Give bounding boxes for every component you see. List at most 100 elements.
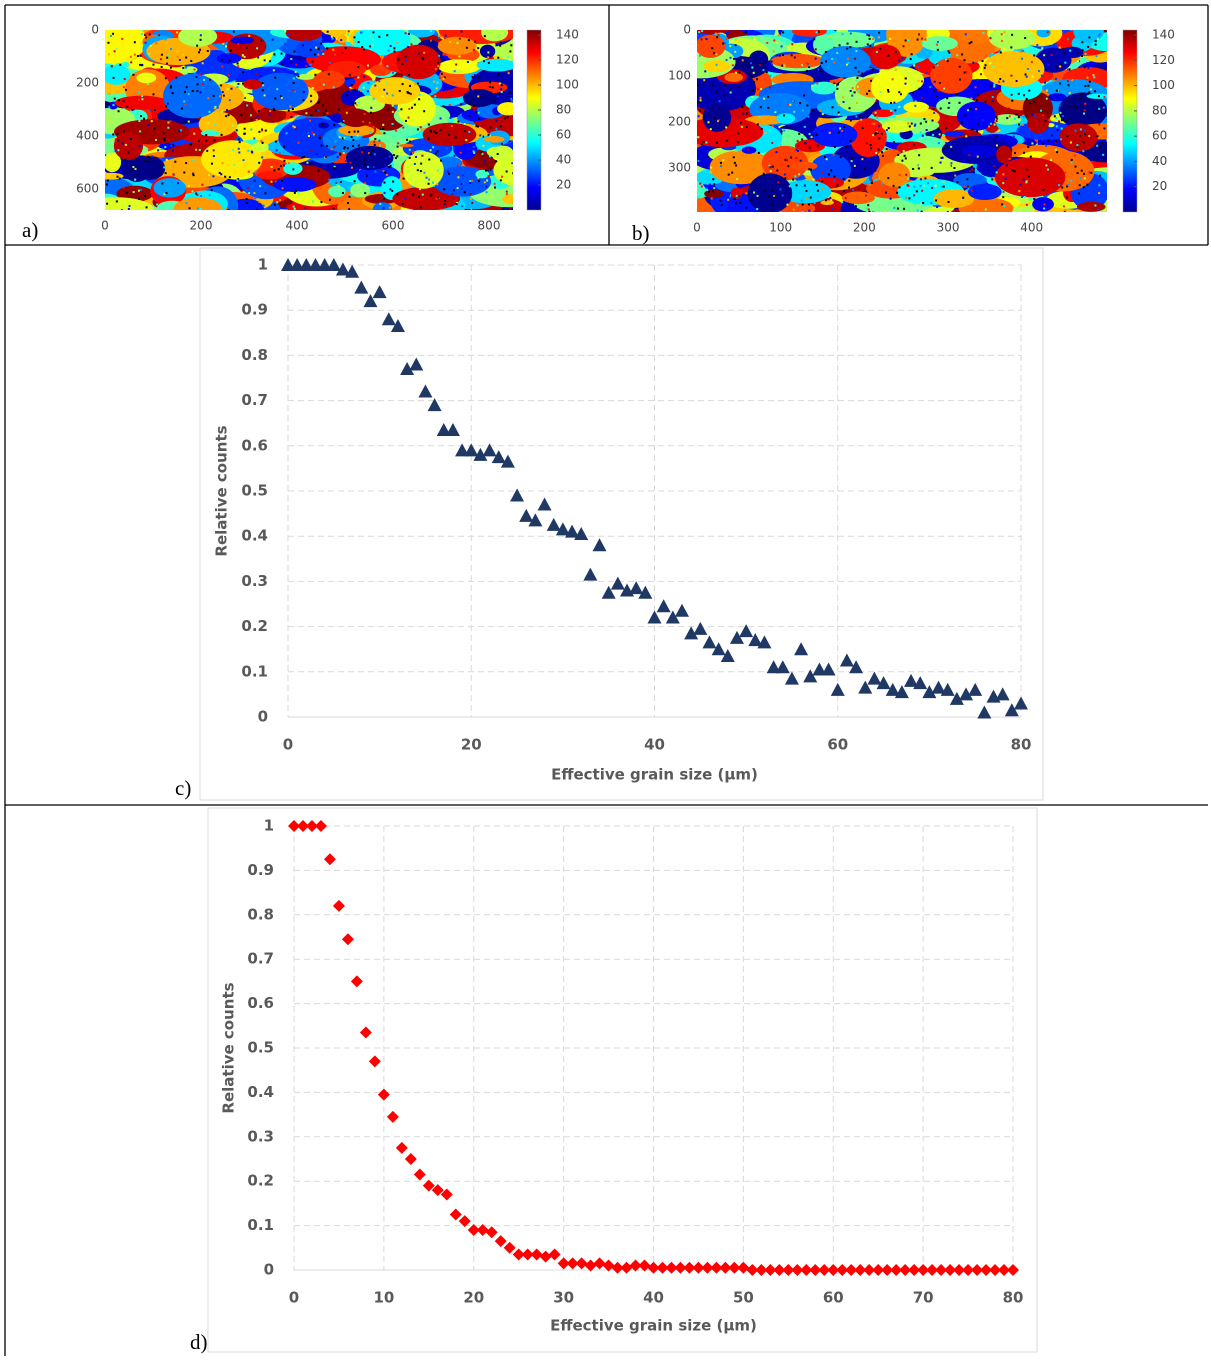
speck <box>189 207 191 209</box>
speck <box>730 57 732 59</box>
speck <box>147 156 149 158</box>
speck <box>508 183 510 185</box>
speck <box>956 54 958 56</box>
speck <box>488 175 490 177</box>
y-tick-label: 0 <box>264 1261 274 1279</box>
speck <box>276 149 278 151</box>
grain <box>341 109 372 128</box>
speck <box>817 41 819 43</box>
speck <box>225 45 227 47</box>
speck <box>114 98 116 100</box>
speck <box>293 77 295 79</box>
speck <box>141 64 143 66</box>
speck <box>484 35 486 37</box>
speck <box>1081 41 1083 43</box>
speck <box>843 190 845 192</box>
speck <box>331 148 333 150</box>
speck <box>792 46 794 48</box>
speck <box>292 108 294 110</box>
speck <box>195 76 197 78</box>
speck <box>875 152 877 154</box>
point <box>324 853 336 865</box>
point <box>583 568 597 581</box>
speck <box>132 166 134 168</box>
speck <box>508 70 510 72</box>
speck <box>345 160 347 162</box>
speck <box>1026 204 1028 206</box>
speck <box>1080 128 1082 130</box>
speck <box>706 189 708 191</box>
point <box>418 385 432 398</box>
speck <box>146 206 148 208</box>
speck <box>1051 134 1053 136</box>
speck <box>813 50 815 52</box>
speck <box>878 137 880 139</box>
speck <box>1036 44 1038 46</box>
speck <box>343 152 345 154</box>
speck <box>790 156 792 158</box>
speck <box>937 89 939 91</box>
speck <box>970 41 972 43</box>
speck <box>950 146 952 148</box>
speck <box>409 149 411 151</box>
speck <box>481 135 483 137</box>
speck <box>160 156 162 158</box>
speck <box>1061 186 1063 188</box>
speck <box>311 132 313 134</box>
speck <box>500 88 502 90</box>
speck <box>165 106 167 108</box>
speck <box>405 59 407 61</box>
grain <box>399 144 414 147</box>
speck <box>1075 130 1077 132</box>
speck <box>304 207 306 209</box>
speck <box>303 156 305 158</box>
speck <box>361 107 363 109</box>
speck <box>1024 37 1026 39</box>
speck <box>354 180 356 182</box>
speck <box>177 182 179 184</box>
speck <box>264 59 266 61</box>
speck <box>436 82 438 84</box>
speck <box>125 89 127 91</box>
speck <box>1090 88 1092 90</box>
speck <box>283 146 285 148</box>
speck <box>701 185 703 187</box>
speck <box>389 156 391 158</box>
speck <box>985 64 987 66</box>
speck <box>294 208 296 210</box>
speck <box>865 195 867 197</box>
speck <box>710 167 712 169</box>
speck <box>1077 60 1079 62</box>
colorbar <box>527 30 541 210</box>
y-tick-label: 200 <box>668 115 691 129</box>
speck <box>449 41 451 43</box>
speck <box>261 129 263 131</box>
speck <box>1086 184 1088 186</box>
speck <box>244 133 246 135</box>
speck <box>408 92 410 94</box>
speck <box>437 196 439 198</box>
speck <box>984 147 986 149</box>
speck <box>307 132 309 134</box>
speck <box>855 50 857 52</box>
speck <box>817 190 819 192</box>
speck <box>1099 33 1101 35</box>
speck <box>1047 31 1049 33</box>
speck <box>1083 113 1085 115</box>
speck <box>139 55 141 57</box>
speck <box>495 120 497 122</box>
speck <box>253 137 255 139</box>
speck <box>409 141 411 143</box>
grain <box>791 162 818 171</box>
speck <box>931 167 933 169</box>
speck <box>922 202 924 204</box>
speck <box>511 180 513 182</box>
speck <box>801 200 803 202</box>
speck <box>460 152 462 154</box>
speck <box>843 126 845 128</box>
speck <box>250 96 252 98</box>
speck <box>1099 146 1101 148</box>
speck <box>401 63 403 65</box>
speck <box>131 109 133 111</box>
speck <box>1027 69 1029 71</box>
